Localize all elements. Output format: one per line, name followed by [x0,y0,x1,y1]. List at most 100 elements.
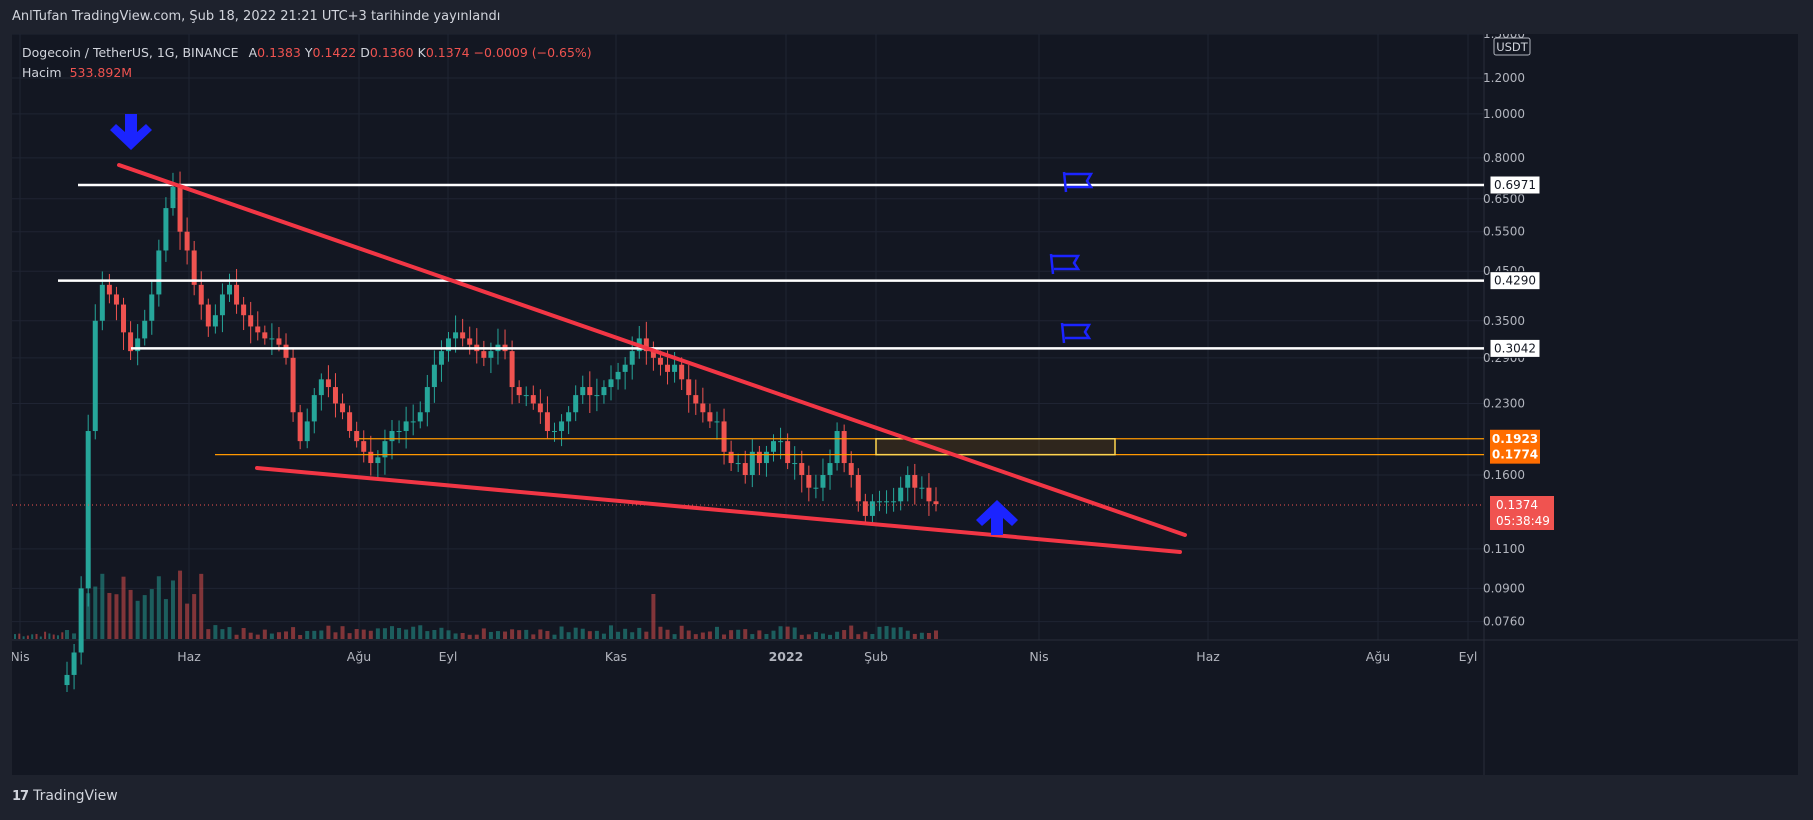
volume-bar [460,632,465,639]
upper-trendline [117,163,1187,537]
candle-body [424,387,430,413]
candle-body [650,351,656,358]
volume-bar [291,627,296,639]
x-tick-label: Nis [1029,649,1048,664]
x-tick-label: Kas [605,649,627,664]
candle-body [898,487,904,502]
candle-body [806,474,812,488]
candle-body [876,501,882,503]
candle-body [417,412,423,422]
x-tick-label: 2022 [769,649,804,664]
candle-body [799,463,805,475]
flag-icon [1049,253,1081,275]
y-tick-label: 0.0760 [1483,615,1525,629]
chart-panel[interactable]: 1.50001.20001.00000.80000.65000.55000.45… [12,34,1798,775]
candle-body [841,431,847,464]
x-tick-label: Ağu [347,649,371,664]
volume-bar [778,626,783,639]
candle-body [453,332,459,339]
x-tick-label: Nis [12,649,30,664]
volume-bar [686,630,691,639]
candle-body [749,451,755,475]
volume-label[interactable]: Hacim [22,65,62,80]
candle-body [778,441,784,443]
candle-body [219,294,225,316]
candle-body [721,421,727,452]
volume-bar [305,630,310,639]
volume-bar [714,626,719,639]
candle-body [389,431,395,442]
price-level-badge [1490,429,1540,448]
volume-bar [418,625,423,639]
price-level-label: 0.1774 [1492,448,1538,462]
flag-icon [1062,171,1094,193]
candle-body [156,250,162,295]
volume-bar [481,628,486,639]
open-label: A [248,45,258,60]
volume-bar [340,626,345,639]
y-tick-label: 0.1100 [1483,542,1525,556]
volume-bar [114,594,119,639]
price-chart[interactable]: 1.50001.20001.00000.80000.65000.55000.45… [12,34,1798,775]
ohlc-row: Dogecoin / TetherUS, 1G, BINANCE A0.1383… [22,43,592,63]
volume-bar [213,625,218,639]
candle-body [693,395,699,404]
candle-body [375,457,381,464]
volume-bar [495,631,500,639]
candle-body [573,395,579,413]
candle-body [523,395,529,397]
candle-body [311,395,317,422]
volume-bar [849,625,854,639]
volume-bar [573,627,578,639]
y-tick-label: 0.3500 [1483,314,1525,328]
price-level-badge [1489,271,1541,291]
candle-body [438,351,444,365]
volume-bar [503,631,508,639]
volume-bar [545,630,550,639]
volume-bar [446,630,451,639]
candle-body [396,431,402,433]
volume-bar [298,634,303,639]
volume-bar [587,631,592,639]
volume-bar [870,633,875,639]
tradingview-logo-icon[interactable]: 𝟭𝟳 [12,788,29,804]
candle-body [410,421,416,423]
volume-bar [637,627,642,639]
candle-body [85,431,91,589]
volume-bar [220,629,225,639]
candle-body [276,338,282,345]
candle-body [615,371,621,380]
volume-bar [107,592,112,639]
volume-bar [262,629,267,639]
symbol-label[interactable]: Dogecoin / TetherUS, 1G, BINANCE [22,45,239,60]
candle-body [735,463,741,465]
volume-bar [361,629,366,639]
price-level-badge [1489,338,1541,358]
footer-brand[interactable]: TradingView [33,788,118,804]
volume-bar [616,631,621,639]
candle-body [248,315,254,327]
candle-body [142,320,148,339]
volume-bar [26,635,29,639]
candle-body [290,357,296,413]
volume-bar [729,630,734,639]
volume-bar [722,634,727,639]
price-level-badge [1489,175,1541,195]
candle-body [933,501,939,505]
volume-bar [898,627,903,639]
candle-body [170,187,176,209]
candle-body [551,431,557,433]
candle-body [205,304,211,327]
volume-bar [61,632,64,639]
volume-bar [799,634,804,639]
volume-bar [206,629,211,639]
volume-bar [538,629,543,639]
volume-bar [757,630,762,639]
volume-bar [368,630,373,639]
volume-bar [121,576,126,639]
candle-body [537,403,543,413]
volume-bar [517,630,522,639]
high-value: 0.1422 [312,45,357,60]
volume-bar [877,626,882,639]
y-tick-label: 0.8000 [1483,151,1525,165]
